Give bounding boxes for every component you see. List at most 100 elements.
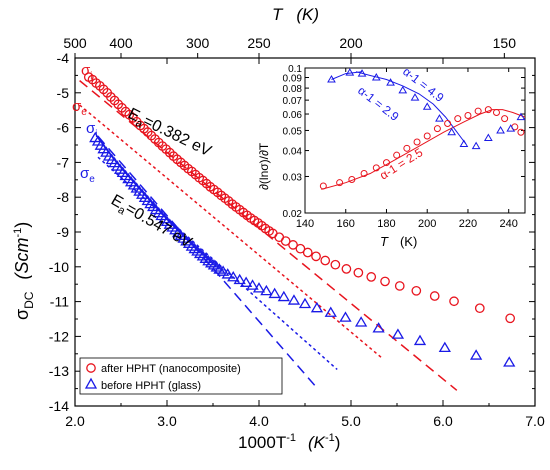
sigma-e-red-label: σe — [72, 98, 87, 118]
x-tick-label: 2.0 — [65, 413, 85, 429]
data-point-circle — [366, 272, 377, 282]
data-point-circle — [474, 303, 485, 314]
data-point-triangle — [438, 341, 451, 353]
y-tick-label: -12 — [49, 328, 69, 344]
data-point-triangle — [188, 242, 201, 254]
inset-point-circle — [336, 179, 344, 187]
data-point-triangle — [391, 328, 405, 339]
data-point-triangle — [287, 294, 301, 305]
data-point-circle — [380, 276, 390, 287]
y-axis-unit: (Scm — [12, 238, 32, 280]
inset-point-triangle — [371, 72, 381, 81]
data-point-circle — [353, 267, 364, 278]
legend-marker-triangle — [84, 377, 98, 389]
y-tick-label: -6 — [57, 120, 70, 136]
inset-point-circle — [501, 115, 509, 123]
data-point-triangle — [207, 259, 221, 270]
inset-chart: 140 160 180 200 220 240 0.10.090.080.07 0.06 0.0… — [257, 64, 526, 249]
x-tick-label: 5.0 — [341, 413, 361, 429]
data-point-triangle — [216, 265, 230, 276]
top-axis-label: T — [272, 5, 284, 24]
data-point-triangle — [227, 270, 240, 282]
fit-line — [97, 135, 317, 388]
inset-point-triangle — [410, 93, 420, 101]
inset-x-tick-label: 220 — [459, 218, 477, 230]
y-tick-label: -11 — [50, 294, 69, 310]
top-tick-label: 250 — [247, 35, 271, 51]
sigma-i-red-label: σi — [81, 62, 93, 82]
y-tick-label: -14 — [49, 398, 69, 414]
data-point-circle — [311, 251, 321, 262]
x-axis-unit-exp: -1 — [325, 432, 335, 444]
x-axis-title: 1000T-1 (K-1) — [238, 432, 340, 452]
inset-point-circle — [444, 120, 452, 128]
data-point-circle — [320, 255, 331, 266]
y-axis-label: σ — [12, 309, 32, 320]
inset-fit-lines — [321, 71, 526, 190]
inset-point-circle — [423, 132, 431, 140]
data-point-triangle — [202, 254, 215, 266]
inset-y-tick-label: 0.1 — [288, 64, 302, 75]
sigma-e-blue-label: σe — [80, 165, 95, 185]
inset-data-points — [319, 68, 526, 190]
data-point-triangle — [503, 356, 516, 367]
data-point-triangle — [252, 282, 266, 293]
data-point-triangle — [268, 287, 281, 299]
data-point-triangle — [277, 290, 290, 302]
data-point-triangle — [310, 301, 324, 313]
inset-point-triangle — [435, 114, 444, 122]
sigma-i-blue-label: σi — [86, 120, 98, 140]
inset-point-circle — [454, 115, 462, 123]
inset-y-tick-label: 0.09 — [283, 73, 303, 84]
legend-entry-after: after HPHT (nanocomposite) — [101, 363, 241, 375]
data-point-triangle — [260, 284, 273, 296]
inset-y-tick-label: 0.04 — [283, 147, 303, 158]
data-point-triangle — [180, 235, 193, 246]
y-axis-title: σDC (Scm-1) — [12, 222, 36, 320]
inset-point-circle — [413, 138, 421, 146]
inset-x-tick-label: 160 — [337, 218, 355, 230]
data-point-triangle — [196, 250, 210, 261]
data-point-triangle — [193, 247, 207, 259]
inset-point-circle — [484, 106, 492, 114]
inset-y-tick-label: 0.07 — [283, 96, 303, 107]
legend: after HPHT (nanocomposite) before HPHT (… — [79, 357, 283, 395]
inset-point-triangle — [345, 68, 355, 76]
inset-point-triangle — [471, 141, 481, 150]
data-point-triangle — [239, 276, 253, 287]
data-point-triangle — [354, 316, 368, 327]
data-point-triangle — [246, 279, 259, 290]
y-axis-unit-exp: -1 — [12, 228, 24, 238]
data-point-circle — [302, 247, 313, 258]
y-tick-label: -10 — [49, 259, 69, 275]
data-point-triangle — [413, 334, 427, 346]
inset-point-triangle — [483, 133, 493, 141]
top-tick-label: 200 — [339, 35, 363, 51]
x-axis-label-exp: -1 — [286, 432, 296, 444]
data-point-circle — [330, 259, 341, 270]
data-point-triangle — [469, 349, 483, 360]
fit-line — [97, 156, 338, 371]
data-point-triangle — [324, 306, 337, 317]
x-axis-label: 1000T — [238, 433, 286, 452]
data-point-triangle — [205, 257, 218, 268]
inset-fit-curve — [355, 71, 467, 145]
data-point-triangle — [191, 245, 204, 256]
inset-point-circle — [464, 112, 472, 120]
inset-point-circle — [360, 170, 368, 178]
legend-box — [79, 357, 283, 395]
inset-point-triangle — [506, 124, 516, 132]
inset-x-axis-title: T (K) — [380, 234, 417, 249]
data-point-triangle — [199, 252, 212, 263]
y-tick-label: -7 — [57, 154, 70, 170]
data-point-triangle — [185, 240, 198, 251]
inset-y-tick-label: 0.08 — [283, 84, 303, 95]
top-tick-label: 150 — [493, 35, 517, 51]
inset-y-tick-label: 0.05 — [283, 126, 303, 137]
inset-fit-curve — [331, 71, 363, 80]
inset-x-tick-label: 140 — [296, 218, 314, 230]
legend-marker-circle — [86, 363, 96, 373]
x-tick-label: 4.0 — [249, 413, 269, 429]
data-point-circle — [449, 296, 459, 307]
